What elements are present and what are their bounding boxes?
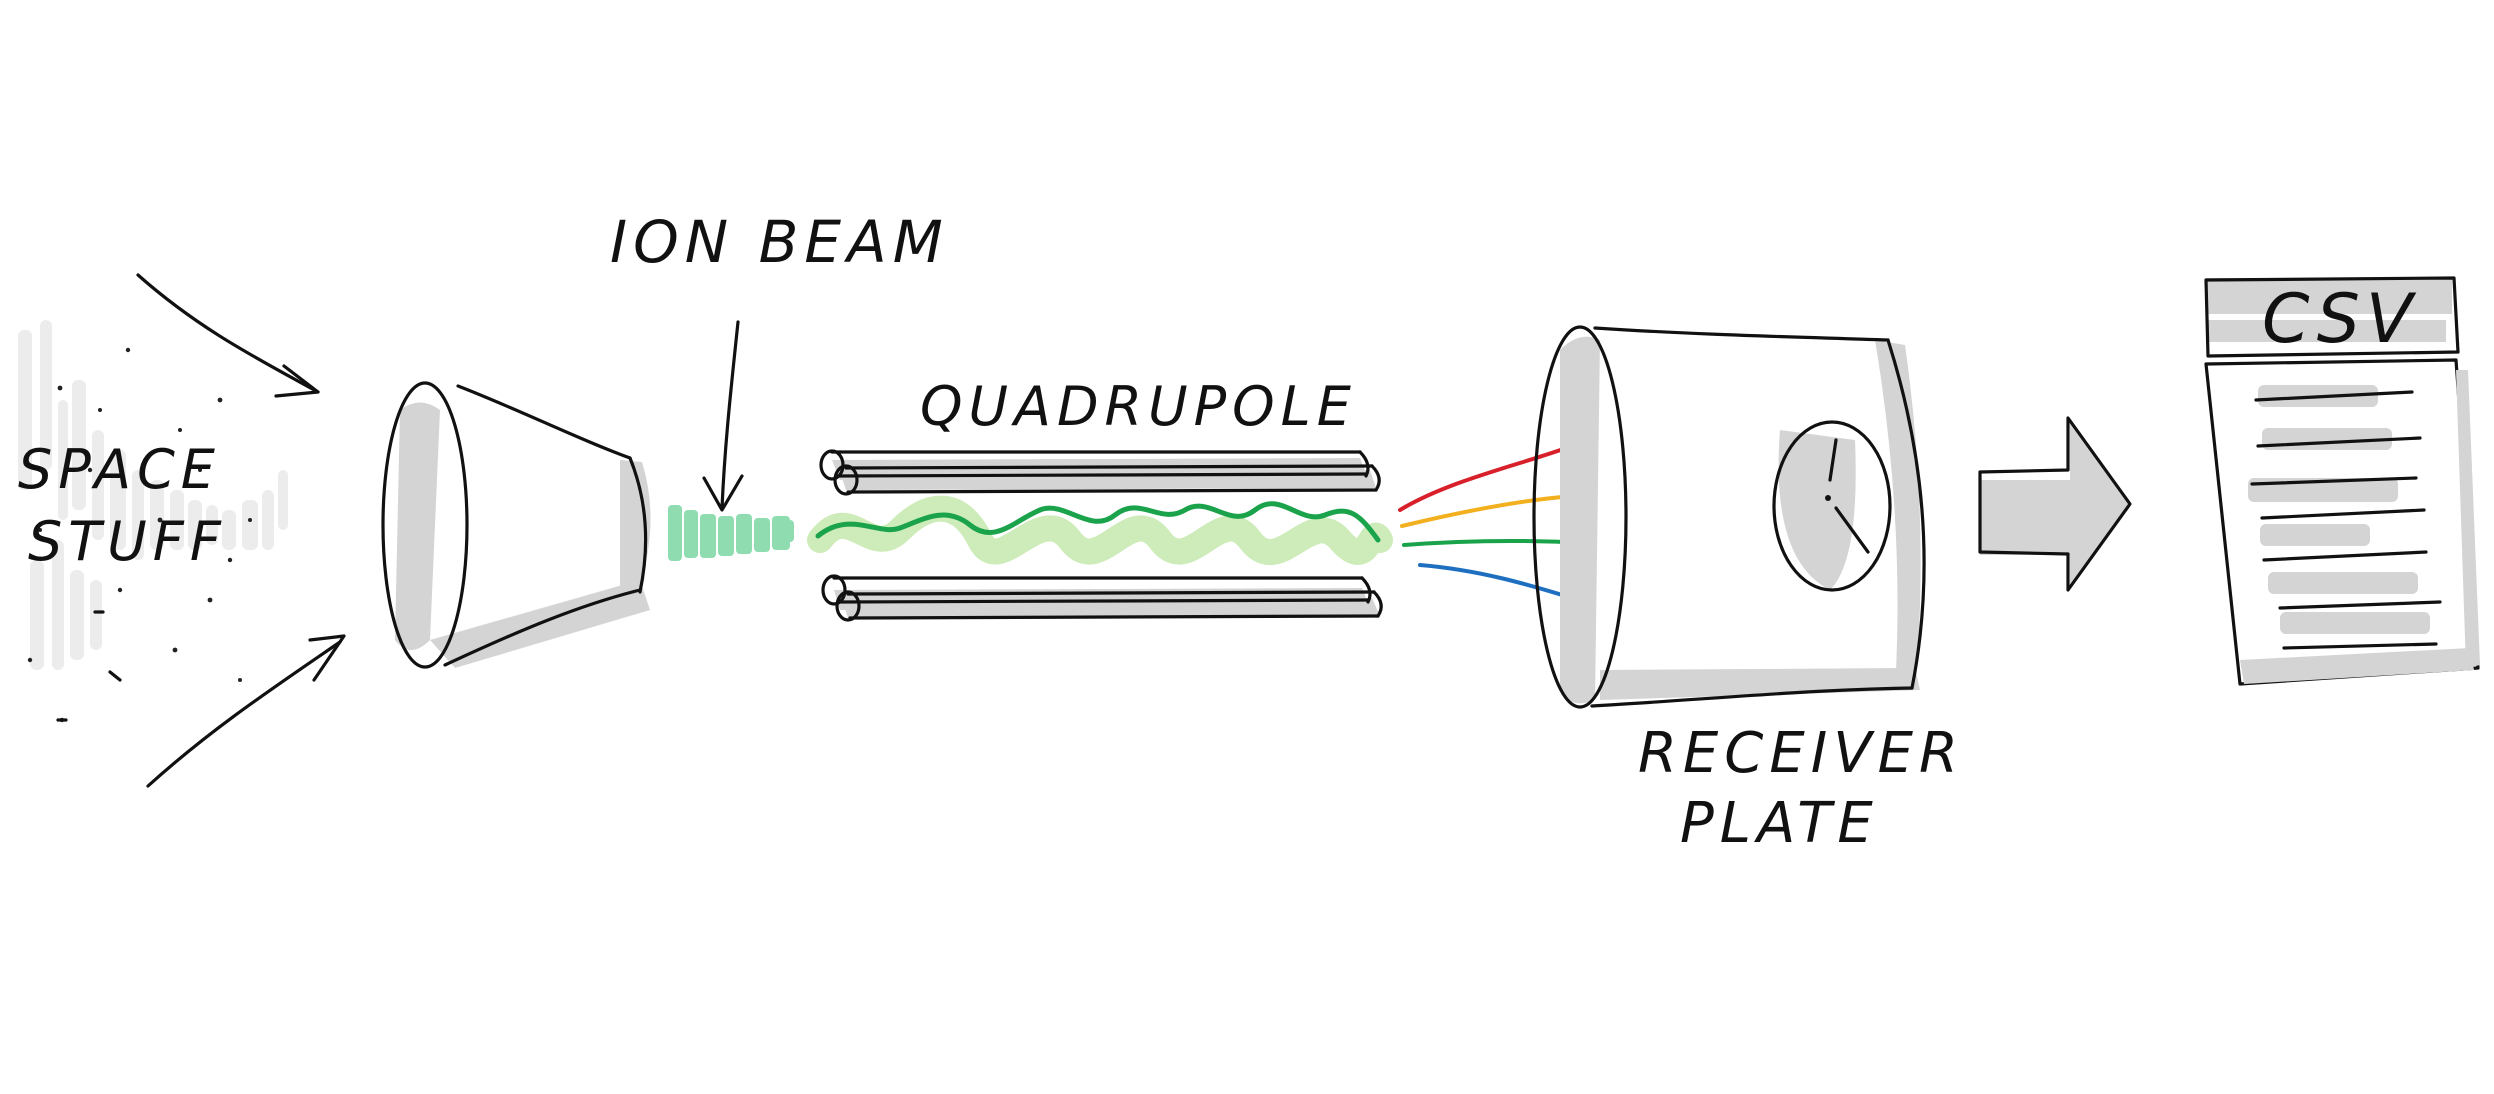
space-stuff-cloud xyxy=(18,320,288,723)
receiver-plate xyxy=(1532,325,1926,709)
csv-document xyxy=(2204,276,2480,686)
receiver-label-line1: RECEIVER xyxy=(1638,721,1964,786)
receiver-label-line2: PLATE xyxy=(1680,791,1879,856)
receiver-gauge xyxy=(1772,420,1892,592)
ion-beam-label: ION BEAM xyxy=(610,208,949,276)
space-stuff-label-line1: SPACE xyxy=(18,438,221,501)
separated-ion-rays xyxy=(1398,444,1588,600)
space-stuff-label-line2: STUFF xyxy=(28,510,227,573)
ion-beam xyxy=(668,505,794,561)
funnel-ionizer xyxy=(381,381,651,669)
quadrupole-label: QUADRUPOLE xyxy=(920,375,1357,438)
csv-title: CSV xyxy=(2262,280,2418,359)
quadrupole-rods-top xyxy=(819,449,1381,496)
quadrupole-rods-bottom xyxy=(821,574,1383,622)
ion-beam-pointer-arrow xyxy=(702,320,744,512)
incoming-arrow-top xyxy=(136,273,320,398)
output-arrow xyxy=(1978,416,2132,592)
quadrupole-ion-path xyxy=(807,495,1393,566)
incoming-arrow-bottom xyxy=(146,634,346,788)
